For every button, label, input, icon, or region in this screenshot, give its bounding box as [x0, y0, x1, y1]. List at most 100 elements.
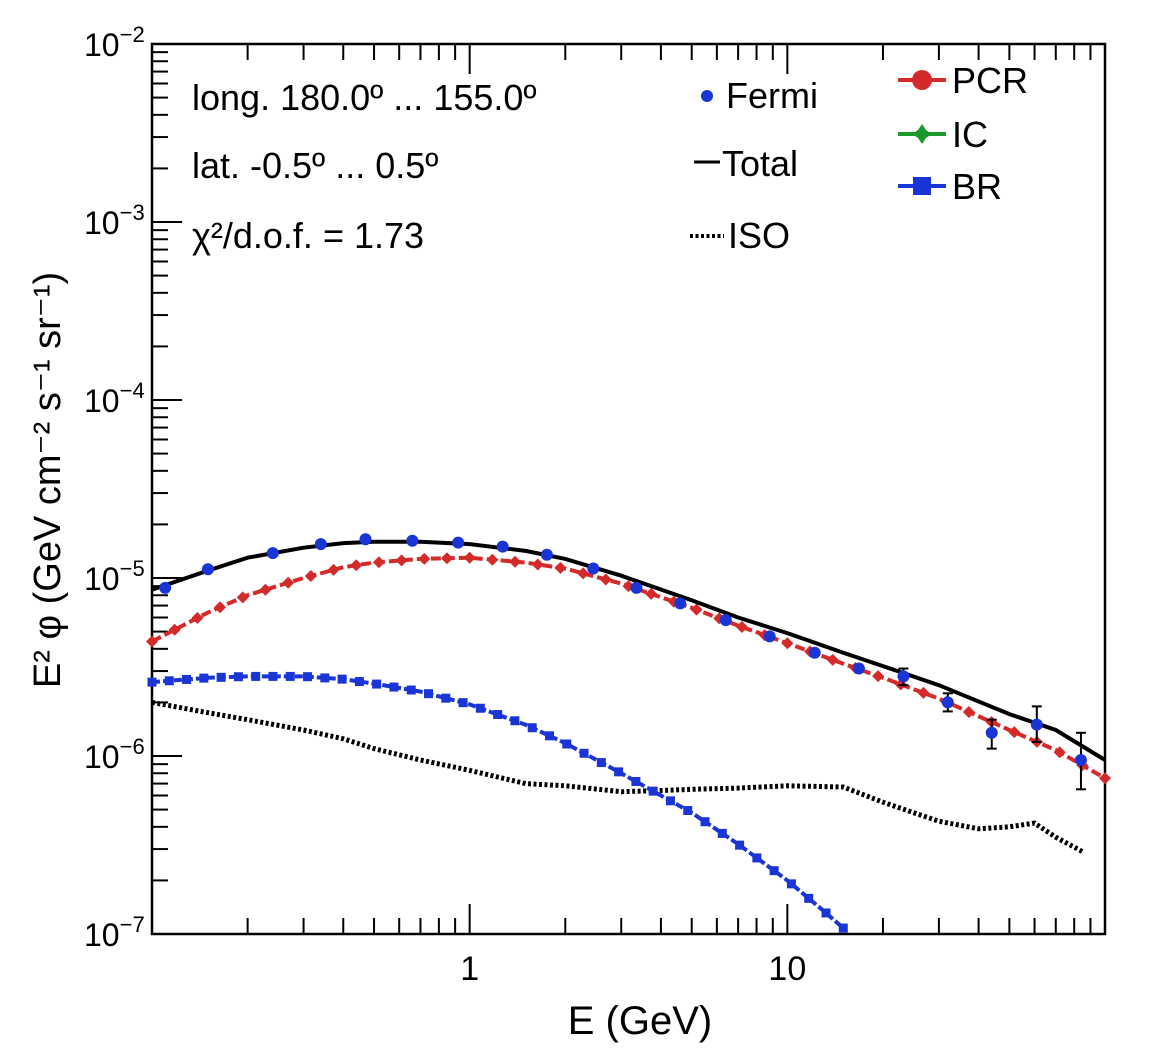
- y-tick-base: 10: [84, 383, 120, 419]
- br-marker: [303, 672, 313, 682]
- br-marker: [354, 677, 364, 687]
- plot-frame: [150, 42, 1107, 936]
- y-tick-exponent: −4: [120, 378, 145, 403]
- fermi-point: [674, 597, 687, 610]
- br-marker: [769, 866, 779, 876]
- br-marker: [199, 673, 209, 683]
- legend-left: Fermi Total ISO: [690, 75, 818, 256]
- y-tick-base: 10: [84, 27, 120, 63]
- br-marker: [441, 693, 451, 703]
- br-marker: [683, 806, 693, 816]
- br-marker: [544, 731, 554, 741]
- br-marker: [631, 776, 641, 786]
- iso-line: [151, 699, 1084, 854]
- y-tick-exponent: −6: [120, 734, 145, 759]
- y-tick-labels: 10−710−610−510−410−310−2: [84, 22, 145, 953]
- y-tick-base: 10: [84, 561, 120, 597]
- pcr-marker: [304, 570, 317, 583]
- pcr-marker: [1008, 726, 1021, 739]
- y-tick-exponent: −2: [120, 22, 145, 47]
- br-marker: [700, 817, 710, 827]
- legend-br-marker: [913, 177, 931, 195]
- br-marker: [268, 671, 278, 681]
- br-marker: [579, 748, 589, 758]
- fermi-point: [630, 581, 643, 594]
- pcr-marker: [236, 591, 249, 604]
- fermi-point: [1030, 718, 1043, 731]
- legend-fermi-marker: [701, 90, 713, 102]
- legend-pcr-label: PCR: [952, 60, 1028, 101]
- br-marker: [475, 703, 485, 713]
- fermi-point: [159, 581, 172, 594]
- br-marker: [147, 677, 157, 687]
- br-marker: [838, 923, 848, 933]
- legend-right: PCR IC BR: [898, 60, 1028, 207]
- pcr-marker: [781, 637, 794, 650]
- legend-iso-label: ISO: [728, 215, 790, 256]
- fermi-point: [897, 670, 910, 683]
- fermi-point: [719, 614, 732, 627]
- br-marker: [735, 840, 745, 850]
- br-marker: [510, 716, 520, 726]
- pcr-marker: [259, 583, 272, 596]
- y-axis-label: E² φ (GeV cm⁻² s⁻¹ sr⁻¹): [27, 272, 69, 688]
- pcr-marker: [1053, 746, 1066, 759]
- legend-pcr-marker: [912, 70, 932, 90]
- x-axis-label: E (GeV): [568, 999, 712, 1043]
- x-tick-labels: 1 10: [460, 950, 806, 988]
- fermi-point: [496, 540, 509, 553]
- br-marker: [182, 674, 192, 684]
- fermi-point: [1074, 753, 1087, 766]
- br-marker: [665, 796, 675, 806]
- pcr-marker: [282, 576, 295, 589]
- pcr-marker: [440, 552, 453, 565]
- br-marker: [424, 689, 434, 699]
- fermi-point: [540, 548, 553, 561]
- series-layer: [146, 533, 1111, 933]
- fermi-point: [201, 563, 214, 576]
- br-marker: [717, 828, 727, 838]
- br-marker: [614, 767, 624, 777]
- pcr-marker: [168, 623, 181, 636]
- br-marker: [648, 786, 658, 796]
- y-tick-exponent: −7: [120, 912, 145, 937]
- annotation-longitude: long. 180.0º ... 155.0º: [192, 77, 537, 118]
- br-marker: [527, 723, 537, 733]
- y-tick-label: 10−7: [84, 912, 145, 953]
- y-tick-label: 10−5: [84, 556, 145, 597]
- pcr-marker: [690, 603, 703, 616]
- br-marker: [752, 853, 762, 863]
- pcr-marker: [191, 611, 204, 624]
- pcr-marker: [872, 670, 885, 683]
- br-marker: [458, 698, 468, 708]
- pcr-marker: [917, 686, 930, 699]
- y-tick-base: 10: [84, 917, 120, 953]
- pcr-marker: [531, 558, 544, 571]
- legend-ic-marker: [912, 124, 932, 144]
- pcr-marker: [577, 567, 590, 580]
- y-tick-base: 10: [84, 739, 120, 775]
- y-tick-label: 10−6: [84, 734, 145, 775]
- pcr-marker: [327, 563, 340, 576]
- pcr-marker: [350, 559, 363, 572]
- y-tick-label: 10−3: [84, 200, 145, 241]
- fermi-point: [941, 696, 954, 709]
- y-tick-label: 10−2: [84, 22, 145, 63]
- fermi-point: [314, 538, 327, 551]
- br-marker: [786, 879, 796, 889]
- br-marker: [389, 682, 399, 692]
- pcr-marker: [735, 621, 748, 634]
- y-tick-exponent: −5: [120, 556, 145, 581]
- pcr-marker: [599, 573, 612, 586]
- pcr-marker: [395, 554, 408, 567]
- br-marker: [372, 679, 382, 689]
- br-marker: [337, 674, 347, 684]
- pcr-marker: [418, 552, 431, 565]
- pcr-marker: [962, 705, 975, 718]
- fermi-point: [808, 646, 821, 659]
- fermi-point: [763, 630, 776, 643]
- axis-ticks: [151, 44, 1092, 935]
- pcr-marker: [214, 601, 227, 614]
- br-marker: [320, 673, 330, 683]
- pcr-marker: [146, 635, 158, 648]
